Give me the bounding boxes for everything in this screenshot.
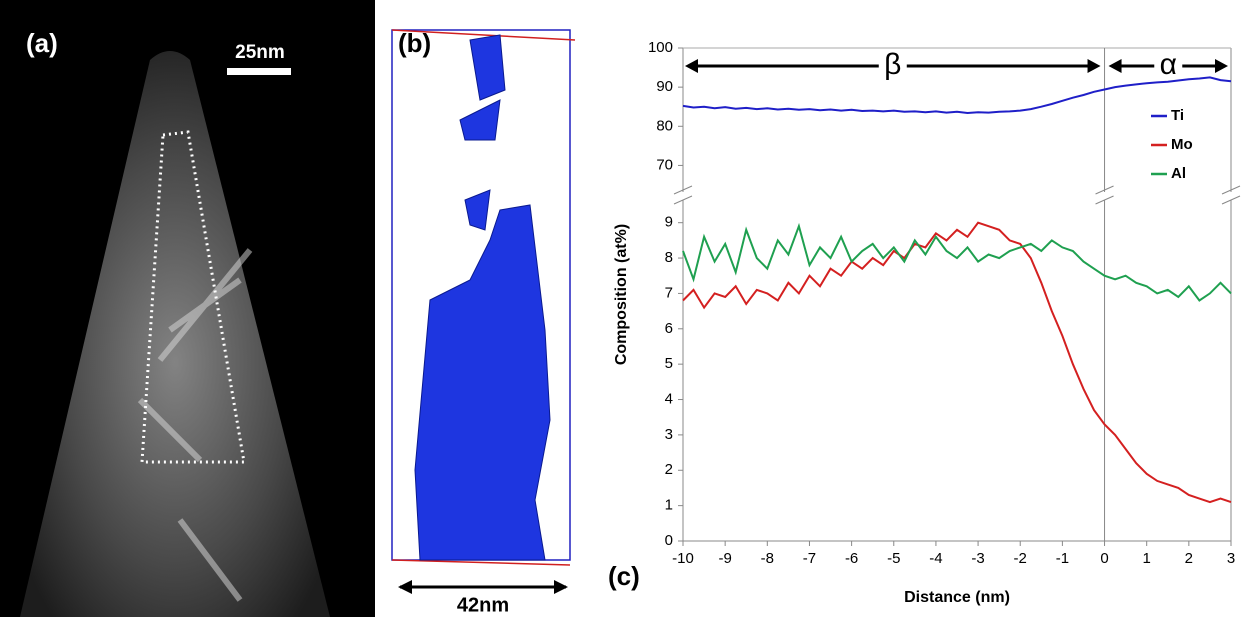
label-bg	[878, 52, 907, 78]
series-line	[682, 222, 1232, 302]
panel-a: (a) 25nm	[0, 0, 375, 617]
x-tick-label: -3	[971, 550, 984, 567]
axis-break	[675, 192, 691, 200]
legend-label: Mo	[1171, 136, 1193, 153]
panel-label: (b)	[398, 28, 431, 58]
y-tick-label: 5	[665, 355, 673, 372]
x-tick-label: -8	[761, 550, 774, 567]
legend-label: Ti	[1171, 107, 1184, 124]
y-tick-label: 2	[665, 461, 673, 478]
axis-break	[1221, 185, 1241, 195]
y-axis-label: Composition (at%)	[613, 224, 630, 365]
series-line	[682, 76, 1232, 115]
x-tick-label: 0	[1100, 550, 1108, 567]
legend-label: Al	[1171, 165, 1186, 182]
bright-streaks	[137, 248, 253, 602]
x-tick-label: -4	[929, 550, 942, 567]
x-tick-label: -5	[887, 550, 900, 567]
box-edge	[391, 559, 571, 566]
scale-bar-label: 42nm	[457, 594, 509, 616]
x-tick-label: -7	[803, 550, 816, 567]
y-tick-label: 4	[665, 390, 673, 407]
roi-outline	[140, 130, 246, 464]
axis-break	[673, 195, 693, 205]
x-tick-label: -2	[1014, 550, 1027, 567]
x-tick-label: -9	[718, 550, 731, 567]
x-tick-label: 3	[1227, 550, 1235, 567]
phase-label: α	[1160, 48, 1177, 81]
y-tick-label: 100	[648, 39, 673, 56]
x-tick-label: 2	[1185, 550, 1193, 567]
panel-label: (c)	[608, 561, 640, 591]
y-tick-label: 8	[665, 249, 673, 266]
axis-break	[1095, 185, 1114, 195]
isosurface	[414, 34, 551, 561]
series-line	[682, 221, 1232, 504]
panel-label: (a)	[26, 28, 58, 58]
axis-break	[1223, 192, 1239, 200]
scale-bar-label: 25nm	[235, 42, 285, 63]
y-tick-label: 70	[656, 156, 673, 173]
y-tick-label: 9	[665, 214, 673, 231]
y-tick-label: 0	[665, 532, 673, 549]
x-tick-label: -10	[672, 550, 694, 567]
x-tick-label: -1	[1056, 550, 1069, 567]
panel-b: (b) 42nm	[391, 28, 576, 616]
scale-bar	[227, 68, 291, 75]
tip-shape	[20, 51, 330, 617]
x-tick-label: 1	[1143, 550, 1151, 567]
y-tick-label: 80	[656, 117, 673, 134]
axis-break	[1221, 195, 1241, 205]
arrow-head	[1108, 59, 1228, 73]
phase-label: β	[884, 48, 901, 81]
axis-break	[1096, 192, 1113, 200]
y-tick-label: 7	[665, 284, 673, 301]
x-tick-label: -6	[845, 550, 858, 567]
y-tick-label: 1	[665, 497, 673, 514]
x-axis-label: Distance (nm)	[904, 589, 1010, 606]
label-bg	[1154, 52, 1183, 78]
axis-break	[1095, 195, 1114, 205]
y-tick-label: 6	[665, 320, 673, 337]
y-tick-label: 90	[656, 78, 673, 95]
axis-break	[673, 185, 693, 195]
box-edge	[391, 29, 576, 41]
y-tick-label: 3	[665, 426, 673, 443]
